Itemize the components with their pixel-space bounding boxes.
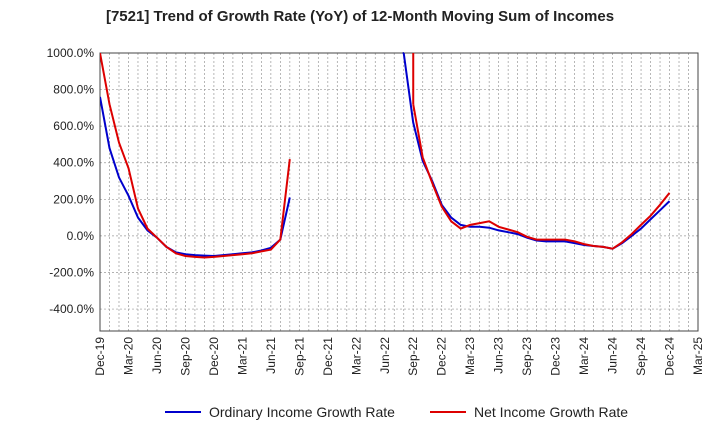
- x-tick-label: Dec-19: [93, 337, 107, 376]
- x-tick-label: Mar-20: [121, 337, 135, 375]
- legend: Ordinary Income Growth Rate Net Income G…: [0, 404, 720, 424]
- x-tick-label: Sep-22: [406, 337, 420, 376]
- legend-swatch-net: [430, 411, 466, 413]
- legend-swatch-ordinary: [165, 411, 201, 413]
- y-tick-label: 600.0%: [53, 119, 94, 133]
- x-tick-label: Jun-21: [264, 337, 278, 374]
- x-tick-label: Jun-20: [150, 337, 164, 374]
- legend-item-ordinary: Ordinary Income Growth Rate: [165, 404, 395, 420]
- x-tick-label: Dec-24: [663, 337, 677, 376]
- y-tick-label: 0.0%: [67, 229, 95, 243]
- x-tick-label: Dec-22: [435, 337, 449, 376]
- y-tick-label: -200.0%: [49, 265, 94, 279]
- x-tick-labels: Dec-19 Mar-20 Jun-20 Sep-20 Dec-20 Mar-21 Jun-…: [93, 337, 705, 376]
- x-tick-label: Mar-23: [463, 337, 477, 375]
- y-tick-labels: -400.0% -200.0% 0.0% 200.0% 400.0% 600.0% 800.…: [47, 46, 95, 316]
- x-tick-label: Jun-23: [492, 337, 506, 374]
- y-tick-label: 200.0%: [53, 192, 94, 206]
- x-tick-label: Dec-20: [207, 337, 221, 376]
- x-tick-label: Mar-25: [691, 337, 705, 375]
- legend-label-ordinary: Ordinary Income Growth Rate: [209, 404, 395, 420]
- x-tick-label: Sep-24: [634, 337, 648, 376]
- x-tick-label: Jun-24: [606, 337, 620, 374]
- y-tick-label: 800.0%: [53, 83, 94, 97]
- line-chart: -400.0% -200.0% 0.0% 200.0% 400.0% 600.0% 800.…: [47, 46, 705, 376]
- x-tick-label: Mar-22: [349, 337, 363, 375]
- grid: [99, 52, 699, 331]
- series-line-net: [100, 53, 671, 259]
- x-tick-label: Sep-21: [292, 337, 306, 376]
- axes: [99, 52, 699, 332]
- chart-title: [7521] Trend of Growth Rate (YoY) of 12-…: [105, 8, 615, 25]
- y-tick-label: 1000.0%: [47, 46, 95, 60]
- x-tick-label: Jun-22: [378, 337, 392, 374]
- y-tick-label: 400.0%: [53, 156, 94, 170]
- y-tick-label: -400.0%: [49, 302, 94, 316]
- x-tick-label: Sep-23: [520, 337, 534, 376]
- legend-item-net: Net Income Growth Rate: [430, 404, 628, 420]
- x-tick-label: Sep-20: [178, 337, 192, 376]
- x-tick-label: Mar-24: [577, 337, 591, 375]
- series-lines: [100, 52, 671, 259]
- legend-label-net: Net Income Growth Rate: [474, 404, 629, 420]
- x-tick-label: Dec-21: [321, 337, 335, 376]
- x-tick-label: Mar-21: [235, 337, 249, 375]
- x-tick-label: Dec-23: [549, 337, 563, 376]
- plot-border: [99, 52, 699, 332]
